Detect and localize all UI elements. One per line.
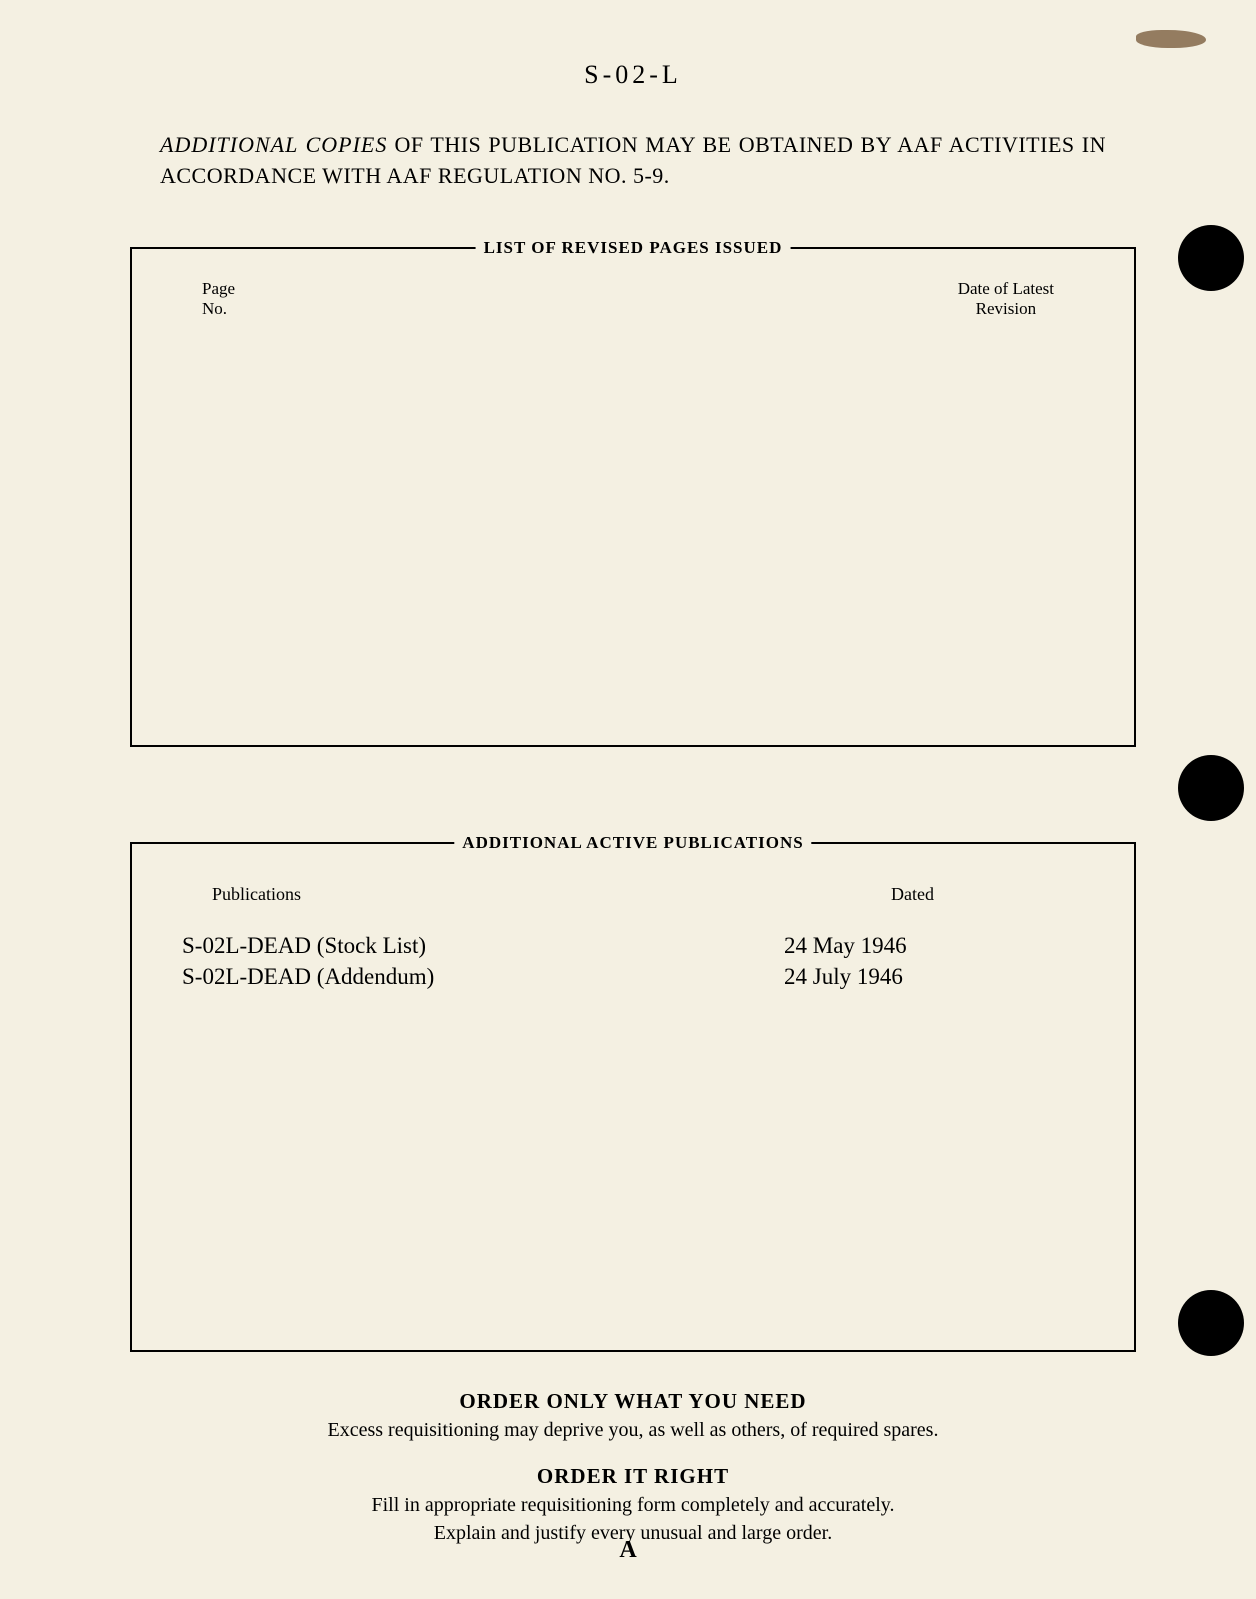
copies-notice-lead: ADDITIONAL COPIES xyxy=(160,132,387,157)
publications-box-title: ADDITIONAL ACTIVE PUBLICATIONS xyxy=(454,833,811,853)
order-title-1: ORDER ONLY WHAT YOU NEED xyxy=(130,1387,1136,1416)
publication-row: S-02L-DEAD (Addendum) 24 July 1946 xyxy=(182,961,1084,992)
punch-hole xyxy=(1178,1290,1244,1356)
document-id: S-02-L xyxy=(130,60,1136,90)
order-title-2: ORDER IT RIGHT xyxy=(130,1462,1136,1491)
page-letter: A xyxy=(0,1537,1256,1564)
date-rev-line1: Date of Latest xyxy=(958,279,1054,298)
page-no-label: Page No. xyxy=(202,279,235,320)
publication-row: S-02L-DEAD (Stock List) 24 May 1946 xyxy=(182,930,1084,961)
publications-header-dated: Dated xyxy=(891,884,934,905)
punch-hole xyxy=(1178,225,1244,291)
punch-hole xyxy=(1178,755,1244,821)
order-text-1: Excess requisitioning may deprive you, a… xyxy=(130,1416,1136,1444)
publication-date: 24 May 1946 xyxy=(784,930,1004,961)
publications-box: ADDITIONAL ACTIVE PUBLICATIONS Publicati… xyxy=(130,842,1136,1352)
publication-name: S-02L-DEAD (Stock List) xyxy=(182,930,784,961)
page-no-line2: No. xyxy=(202,299,227,318)
revised-headers: Page No. Date of Latest Revision xyxy=(182,279,1084,320)
revised-box-title: LIST OF REVISED PAGES ISSUED xyxy=(476,238,791,258)
date-revision-label: Date of Latest Revision xyxy=(958,279,1054,320)
page-no-line1: Page xyxy=(202,279,235,298)
revised-pages-box: LIST OF REVISED PAGES ISSUED Page No. Da… xyxy=(130,247,1136,747)
date-rev-line2: Revision xyxy=(976,299,1036,318)
publications-header-name: Publications xyxy=(212,884,301,905)
copies-notice: ADDITIONAL COPIES OF THIS PUBLICATION MA… xyxy=(130,130,1136,192)
publication-date: 24 July 1946 xyxy=(784,961,1004,992)
scan-artifact xyxy=(1136,30,1206,48)
order-text-2a: Fill in appropriate requisitioning form … xyxy=(130,1491,1136,1519)
publications-headers: Publications Dated xyxy=(182,884,1084,905)
publication-name: S-02L-DEAD (Addendum) xyxy=(182,961,784,992)
order-section: ORDER ONLY WHAT YOU NEED Excess requisit… xyxy=(130,1387,1136,1548)
